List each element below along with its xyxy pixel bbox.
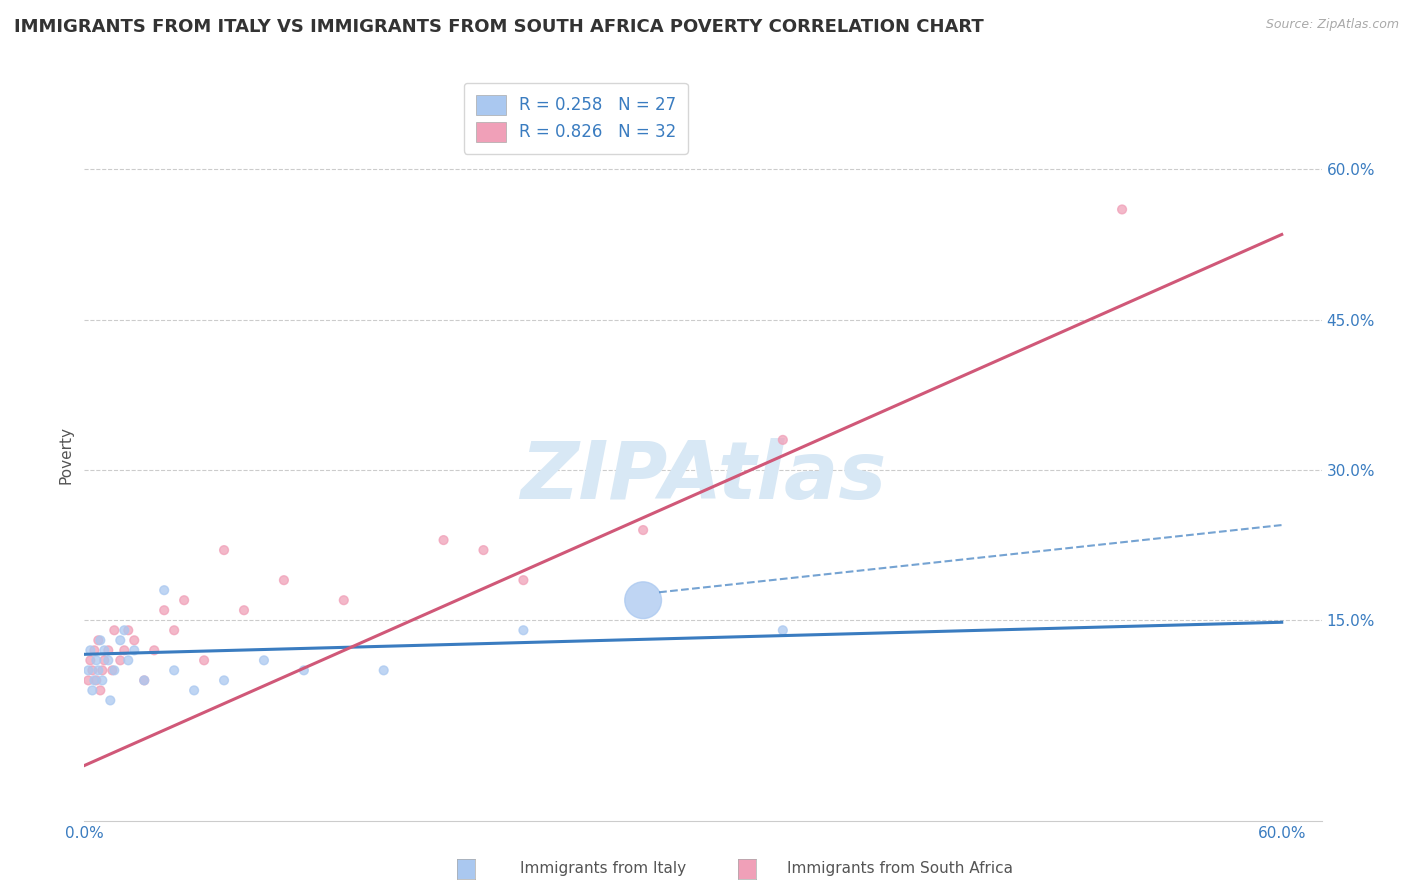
Point [87,664,110,678]
Point [134,673,156,688]
Point [273,573,295,587]
Point [87,633,110,648]
Point [103,624,125,638]
Text: ZIPAtlas: ZIPAtlas [520,438,886,516]
Point [193,653,215,667]
Point [183,683,205,698]
Point [153,583,176,598]
Point [512,573,534,587]
Point [163,624,186,638]
Point [212,543,235,558]
Text: Immigrants from Italy: Immigrants from Italy [520,861,686,876]
Point [91,673,114,688]
Point [77,664,100,678]
Point [432,533,454,547]
Point [89,683,111,698]
Point [86,673,108,688]
Point [292,664,315,678]
Text: Source: ZipAtlas.com: Source: ZipAtlas.com [1265,18,1399,31]
Point [122,643,145,657]
Point [512,624,534,638]
Point [173,593,195,607]
Point [153,603,176,617]
Point [89,633,111,648]
Y-axis label: Poverty: Poverty [58,425,73,484]
Point [163,664,186,678]
Point [253,653,276,667]
Point [472,543,495,558]
Point [631,523,654,537]
Point [97,653,120,667]
Point [110,633,132,648]
Point [86,653,108,667]
Point [112,643,135,657]
Point [112,624,135,638]
Point [82,683,104,698]
Point [101,664,124,678]
Point [98,693,121,707]
Text: Immigrants from South Africa: Immigrants from South Africa [787,861,1014,876]
Point [103,664,125,678]
Point [79,643,101,657]
Point [110,653,132,667]
Point [83,673,105,688]
Point [93,653,115,667]
Legend: R = 0.258   N = 27, R = 0.826   N = 32: R = 0.258 N = 27, R = 0.826 N = 32 [464,83,688,153]
Point [83,643,105,657]
Point [1111,202,1133,217]
Point [77,673,100,688]
Point [772,624,794,638]
Point [97,643,120,657]
Point [631,593,654,607]
Point [373,664,395,678]
Point [212,673,235,688]
Point [117,624,139,638]
Point [233,603,256,617]
Point [134,673,156,688]
Point [117,653,139,667]
Point [79,653,101,667]
Point [82,664,104,678]
Point [333,593,356,607]
Text: IMMIGRANTS FROM ITALY VS IMMIGRANTS FROM SOUTH AFRICA POVERTY CORRELATION CHART: IMMIGRANTS FROM ITALY VS IMMIGRANTS FROM… [14,18,984,36]
Point [772,433,794,447]
Point [122,633,145,648]
Point [91,664,114,678]
Point [143,643,166,657]
Point [93,643,115,657]
